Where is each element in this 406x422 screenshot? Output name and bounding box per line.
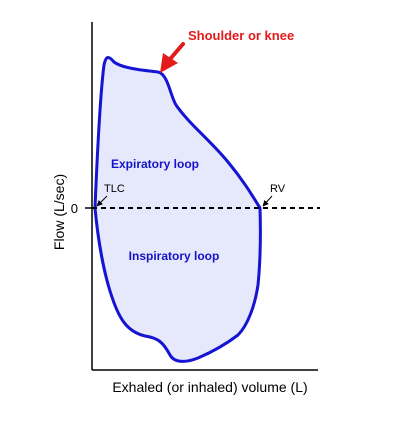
tlc-arrow <box>96 195 108 207</box>
inspiratory-loop-label: Inspiratory loop <box>129 249 220 263</box>
flow-volume-loop <box>93 56 262 363</box>
y-axis-label: Flow (L/sec) <box>51 174 67 250</box>
shoulder-arrow-icon <box>160 42 185 73</box>
expiratory-loop-label: Expiratory loop <box>111 157 199 171</box>
rv-label: RV <box>270 183 286 195</box>
zero-tick-label: 0 <box>71 201 78 216</box>
rv-arrow <box>262 195 273 207</box>
shoulder-annotation-label: Shoulder or knee <box>188 28 294 43</box>
x-axis-label: Exhaled (or inhaled) volume (L) <box>112 379 307 395</box>
tlc-label: TLC <box>104 183 125 195</box>
